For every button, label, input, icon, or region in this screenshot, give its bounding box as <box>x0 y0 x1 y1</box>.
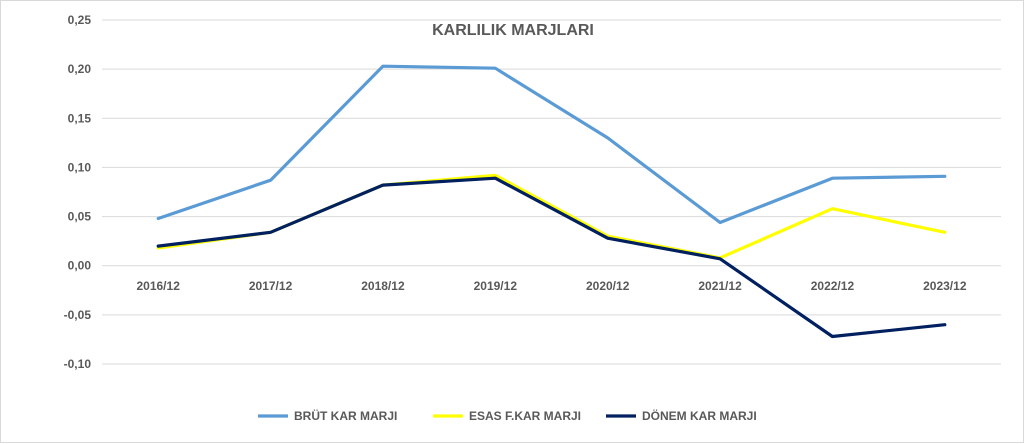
x-axis-tick-labels: 2016/12 2017/12 2018/12 2019/12 2020/12 2021/… <box>136 279 966 293</box>
legend: BRÜT KAR MARJI ESAS F.KAR MARJI DÖNEM KAR … <box>258 408 757 423</box>
x-tick-label: 2021/12 <box>698 279 742 293</box>
y-tick-label: 0,00 <box>68 259 92 273</box>
y-tick-label: 0,15 <box>68 111 92 125</box>
x-tick-label: 2022/12 <box>811 279 855 293</box>
x-tick-label: 2018/12 <box>361 279 405 293</box>
series-lines <box>156 64 947 339</box>
series-line-1 <box>156 64 947 225</box>
y-tick-label: 0,10 <box>68 160 92 174</box>
x-tick-label: 2019/12 <box>474 279 518 293</box>
x-tick-label: 2020/12 <box>586 279 630 293</box>
series-line-3 <box>156 176 947 339</box>
legend-label: DÖNEM KAR MARJI <box>642 408 757 423</box>
y-axis-tick-labels: 0,25 0,20 0,15 0,10 0,05 0,00 -0,05 -0,10 <box>64 13 92 371</box>
y-tick-label: -0,10 <box>64 357 92 371</box>
chart-title: KARLILIK MARJLARI <box>432 22 594 39</box>
legend-label: ESAS F.KAR MARJI <box>469 409 581 423</box>
x-tick-label: 2016/12 <box>136 279 180 293</box>
x-tick-label: 2017/12 <box>249 279 293 293</box>
y-tick-label: 0,20 <box>68 62 92 76</box>
x-tick-label: 2023/12 <box>923 279 967 293</box>
y-tick-label: 0,25 <box>68 13 92 27</box>
y-tick-label: -0,05 <box>64 308 92 322</box>
legend-label: BRÜT KAR MARJI <box>294 408 397 423</box>
gridlines <box>102 19 1001 365</box>
y-tick-label: 0,05 <box>68 210 92 224</box>
